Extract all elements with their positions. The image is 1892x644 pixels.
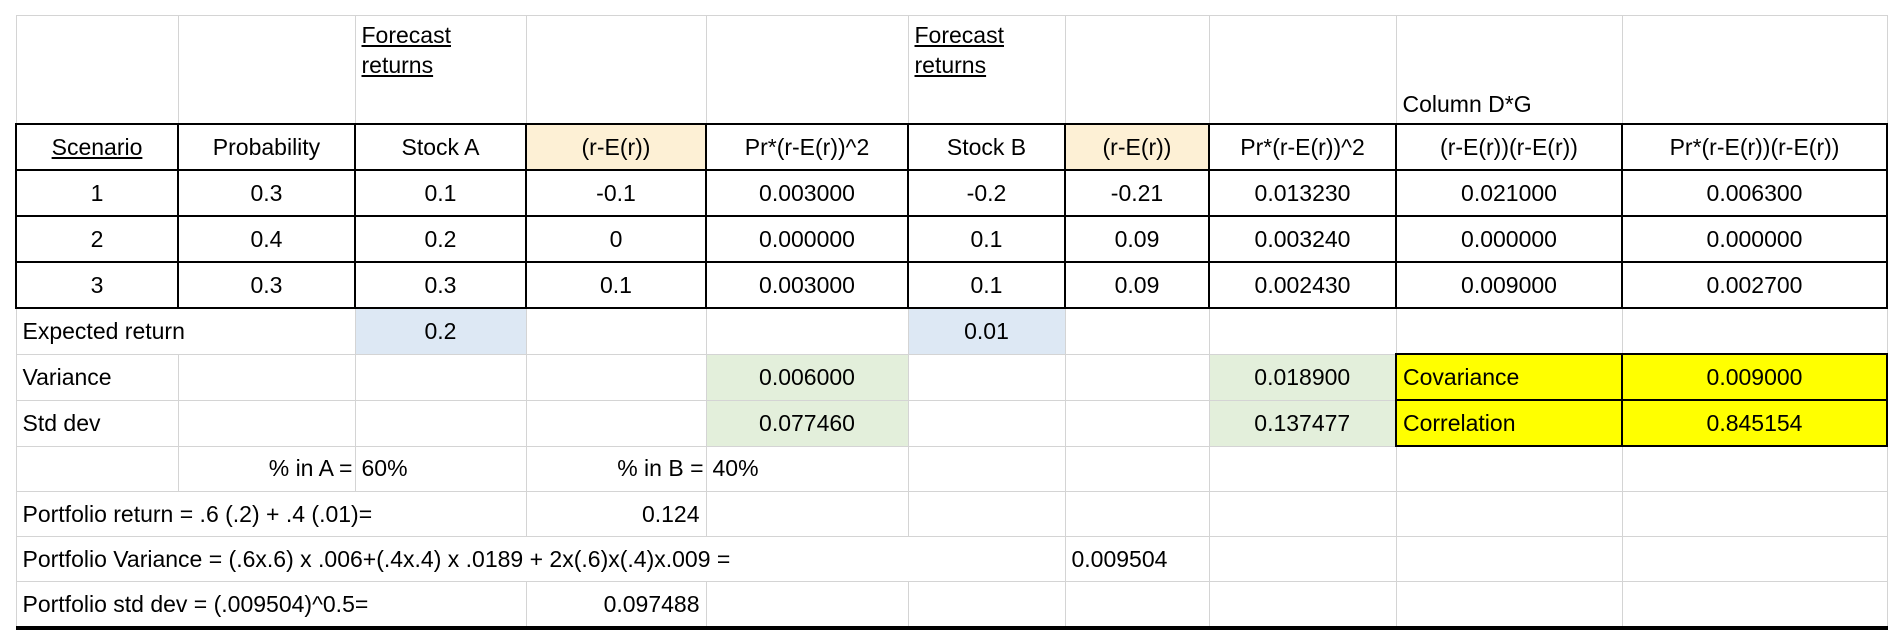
cell: Std dev <box>15 399 179 447</box>
cell: 0.124 <box>525 491 707 537</box>
portfolio-std: Portfolio std dev = (.009504)^0.5= 0.097… <box>15 581 1888 630</box>
cell: Portfolio std dev = (.009504)^0.5= <box>15 581 527 630</box>
cell: 0.09 <box>1064 215 1210 263</box>
cell: 40% <box>705 445 909 492</box>
header-row: Scenario Probability Stock A (r-E(r)) Pr*(r-… <box>15 123 1888 171</box>
cell: (r-E(r))(r-E(r)) <box>1395 123 1623 171</box>
cell: 0.003000 <box>705 261 909 309</box>
text: returns <box>914 52 987 78</box>
cell: -0.1 <box>525 169 707 217</box>
cell: 0.009504 <box>1064 536 1210 582</box>
cell: 0.3 <box>177 261 356 309</box>
cell: -0.21 <box>1064 169 1210 217</box>
cell: (r-E(r)) <box>1064 123 1210 171</box>
cell: 0.018900 <box>1208 353 1397 401</box>
cell: Pr*(r-E(r))(r-E(r)) <box>1621 123 1888 171</box>
cell: Variance <box>15 353 179 401</box>
text: Forecast <box>914 22 1004 48</box>
expected-row: Expected return 0.2 0.01 <box>15 307 1888 355</box>
cell: 0.006300 <box>1621 169 1888 217</box>
cell: 0.2 <box>354 307 527 355</box>
cell: 0.002700 <box>1621 261 1888 309</box>
cell: 0.3 <box>354 261 527 309</box>
cell: 0.000000 <box>1621 215 1888 263</box>
cell: Column D*G <box>1395 15 1623 125</box>
text: returns <box>361 52 434 78</box>
cell: 0.000000 <box>1395 215 1623 263</box>
header-top: Forecast returns Forecast returns Column D… <box>15 15 1888 125</box>
cell: 0.013230 <box>1208 169 1397 217</box>
cell: 0.1 <box>907 215 1066 263</box>
cell: Portfolio return = .6 (.2) + .4 (.01)= <box>15 491 527 537</box>
cell: 2 <box>15 215 179 263</box>
cell: 0.021000 <box>1395 169 1623 217</box>
cell: 0.006000 <box>705 353 909 401</box>
cell: 0 <box>525 215 707 263</box>
cell: % in A = <box>177 445 356 492</box>
cell: 0.009000 <box>1621 353 1888 401</box>
cell: 0.845154 <box>1621 399 1888 447</box>
cell: 0.01 <box>907 307 1066 355</box>
cell: Forecast returns <box>907 15 1066 125</box>
cell: Expected return <box>15 307 356 355</box>
cell: 0.003000 <box>705 169 909 217</box>
cell: 0.4 <box>177 215 356 263</box>
variance-row: Variance 0.006000 0.018900 Covariance 0.… <box>15 353 1888 401</box>
cell: -0.2 <box>907 169 1066 217</box>
cell: 0.000000 <box>705 215 909 263</box>
cell: 0.1 <box>354 169 527 217</box>
cell: Portfolio Variance = (.6x.6) x .006+(.4x… <box>15 536 1066 582</box>
cell: Pr*(r-E(r))^2 <box>705 123 909 171</box>
cell: % in B = <box>525 445 707 492</box>
cell: 0.2 <box>354 215 527 263</box>
data-row: 2 0.4 0.2 0 0.000000 0.1 0.09 0.003240 0.000000 0… <box>15 215 1888 263</box>
cell: Correlation <box>1395 399 1623 447</box>
cell: Stock A <box>354 123 527 171</box>
data-row: 1 0.3 0.1 -0.1 0.003000 -0.2 -0.21 0.013230 0.02… <box>15 169 1888 217</box>
cell: Stock B <box>907 123 1066 171</box>
cell: 1 <box>15 169 179 217</box>
cell: Covariance <box>1395 353 1623 401</box>
weights-row: % in A = 60% % in B = 40% <box>15 445 1888 492</box>
cell: Forecast returns <box>354 15 527 125</box>
cell: 60% <box>354 445 527 492</box>
cell: 0.1 <box>525 261 707 309</box>
cell: Scenario <box>15 123 179 171</box>
cell: 0.3 <box>177 169 356 217</box>
std-row: Std dev 0.077460 0.137477 Correlation 0.… <box>15 399 1888 447</box>
cell: 0.077460 <box>705 399 909 447</box>
portfolio-return: Portfolio return = .6 (.2) + .4 (.01)= 0… <box>15 491 1888 537</box>
cell: 0.1 <box>907 261 1066 309</box>
data-row: 3 0.3 0.3 0.1 0.003000 0.1 0.09 0.002430 0.00900… <box>15 261 1888 309</box>
cell: 0.002430 <box>1208 261 1397 309</box>
text: Forecast <box>361 22 451 48</box>
cell: 0.097488 <box>525 581 707 630</box>
cell: 0.009000 <box>1395 261 1623 309</box>
cell: (r-E(r)) <box>525 123 707 171</box>
cell: 3 <box>15 261 179 309</box>
spreadsheet: Forecast returns Forecast returns Column D… <box>15 15 1888 630</box>
cell: 0.09 <box>1064 261 1210 309</box>
cell: Pr*(r-E(r))^2 <box>1208 123 1397 171</box>
portfolio-variance: Portfolio Variance = (.6x.6) x .006+(.4x… <box>15 536 1888 582</box>
cell: Probability <box>177 123 356 171</box>
cell: 0.137477 <box>1208 399 1397 447</box>
cell: 0.003240 <box>1208 215 1397 263</box>
